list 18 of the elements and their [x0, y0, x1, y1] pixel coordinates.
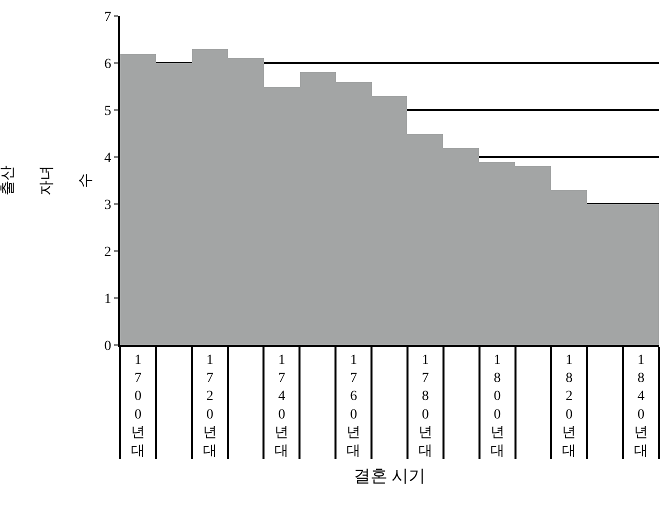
y-tick-label: 7: [104, 10, 112, 25]
y-tick-label: 4: [104, 150, 112, 166]
text: 출산 자녀 수: [0, 166, 94, 196]
y-tick-label: 6: [104, 56, 112, 72]
x-tick-label: 1820년대: [562, 352, 576, 459]
x-tick-label: 1840년대: [634, 352, 648, 459]
y-tick-label: 2: [104, 244, 112, 260]
y-tick-label: 1: [104, 292, 112, 307]
x-tick-label: 1740년대: [274, 352, 289, 459]
x-axis-title: 결혼 시기: [353, 466, 426, 486]
y-tick-label: 5: [104, 104, 112, 119]
x-tick-label: 1700년대: [130, 352, 145, 459]
x-tick-label: 1720년대: [202, 352, 217, 459]
y-tick-label: 0: [104, 338, 112, 354]
y-tick-label: 3: [104, 198, 112, 213]
x-tick-label: 1800년대: [490, 352, 504, 459]
x-tick-label: 1780년대: [418, 352, 432, 459]
x-tick-label: 1760년대: [346, 352, 361, 459]
